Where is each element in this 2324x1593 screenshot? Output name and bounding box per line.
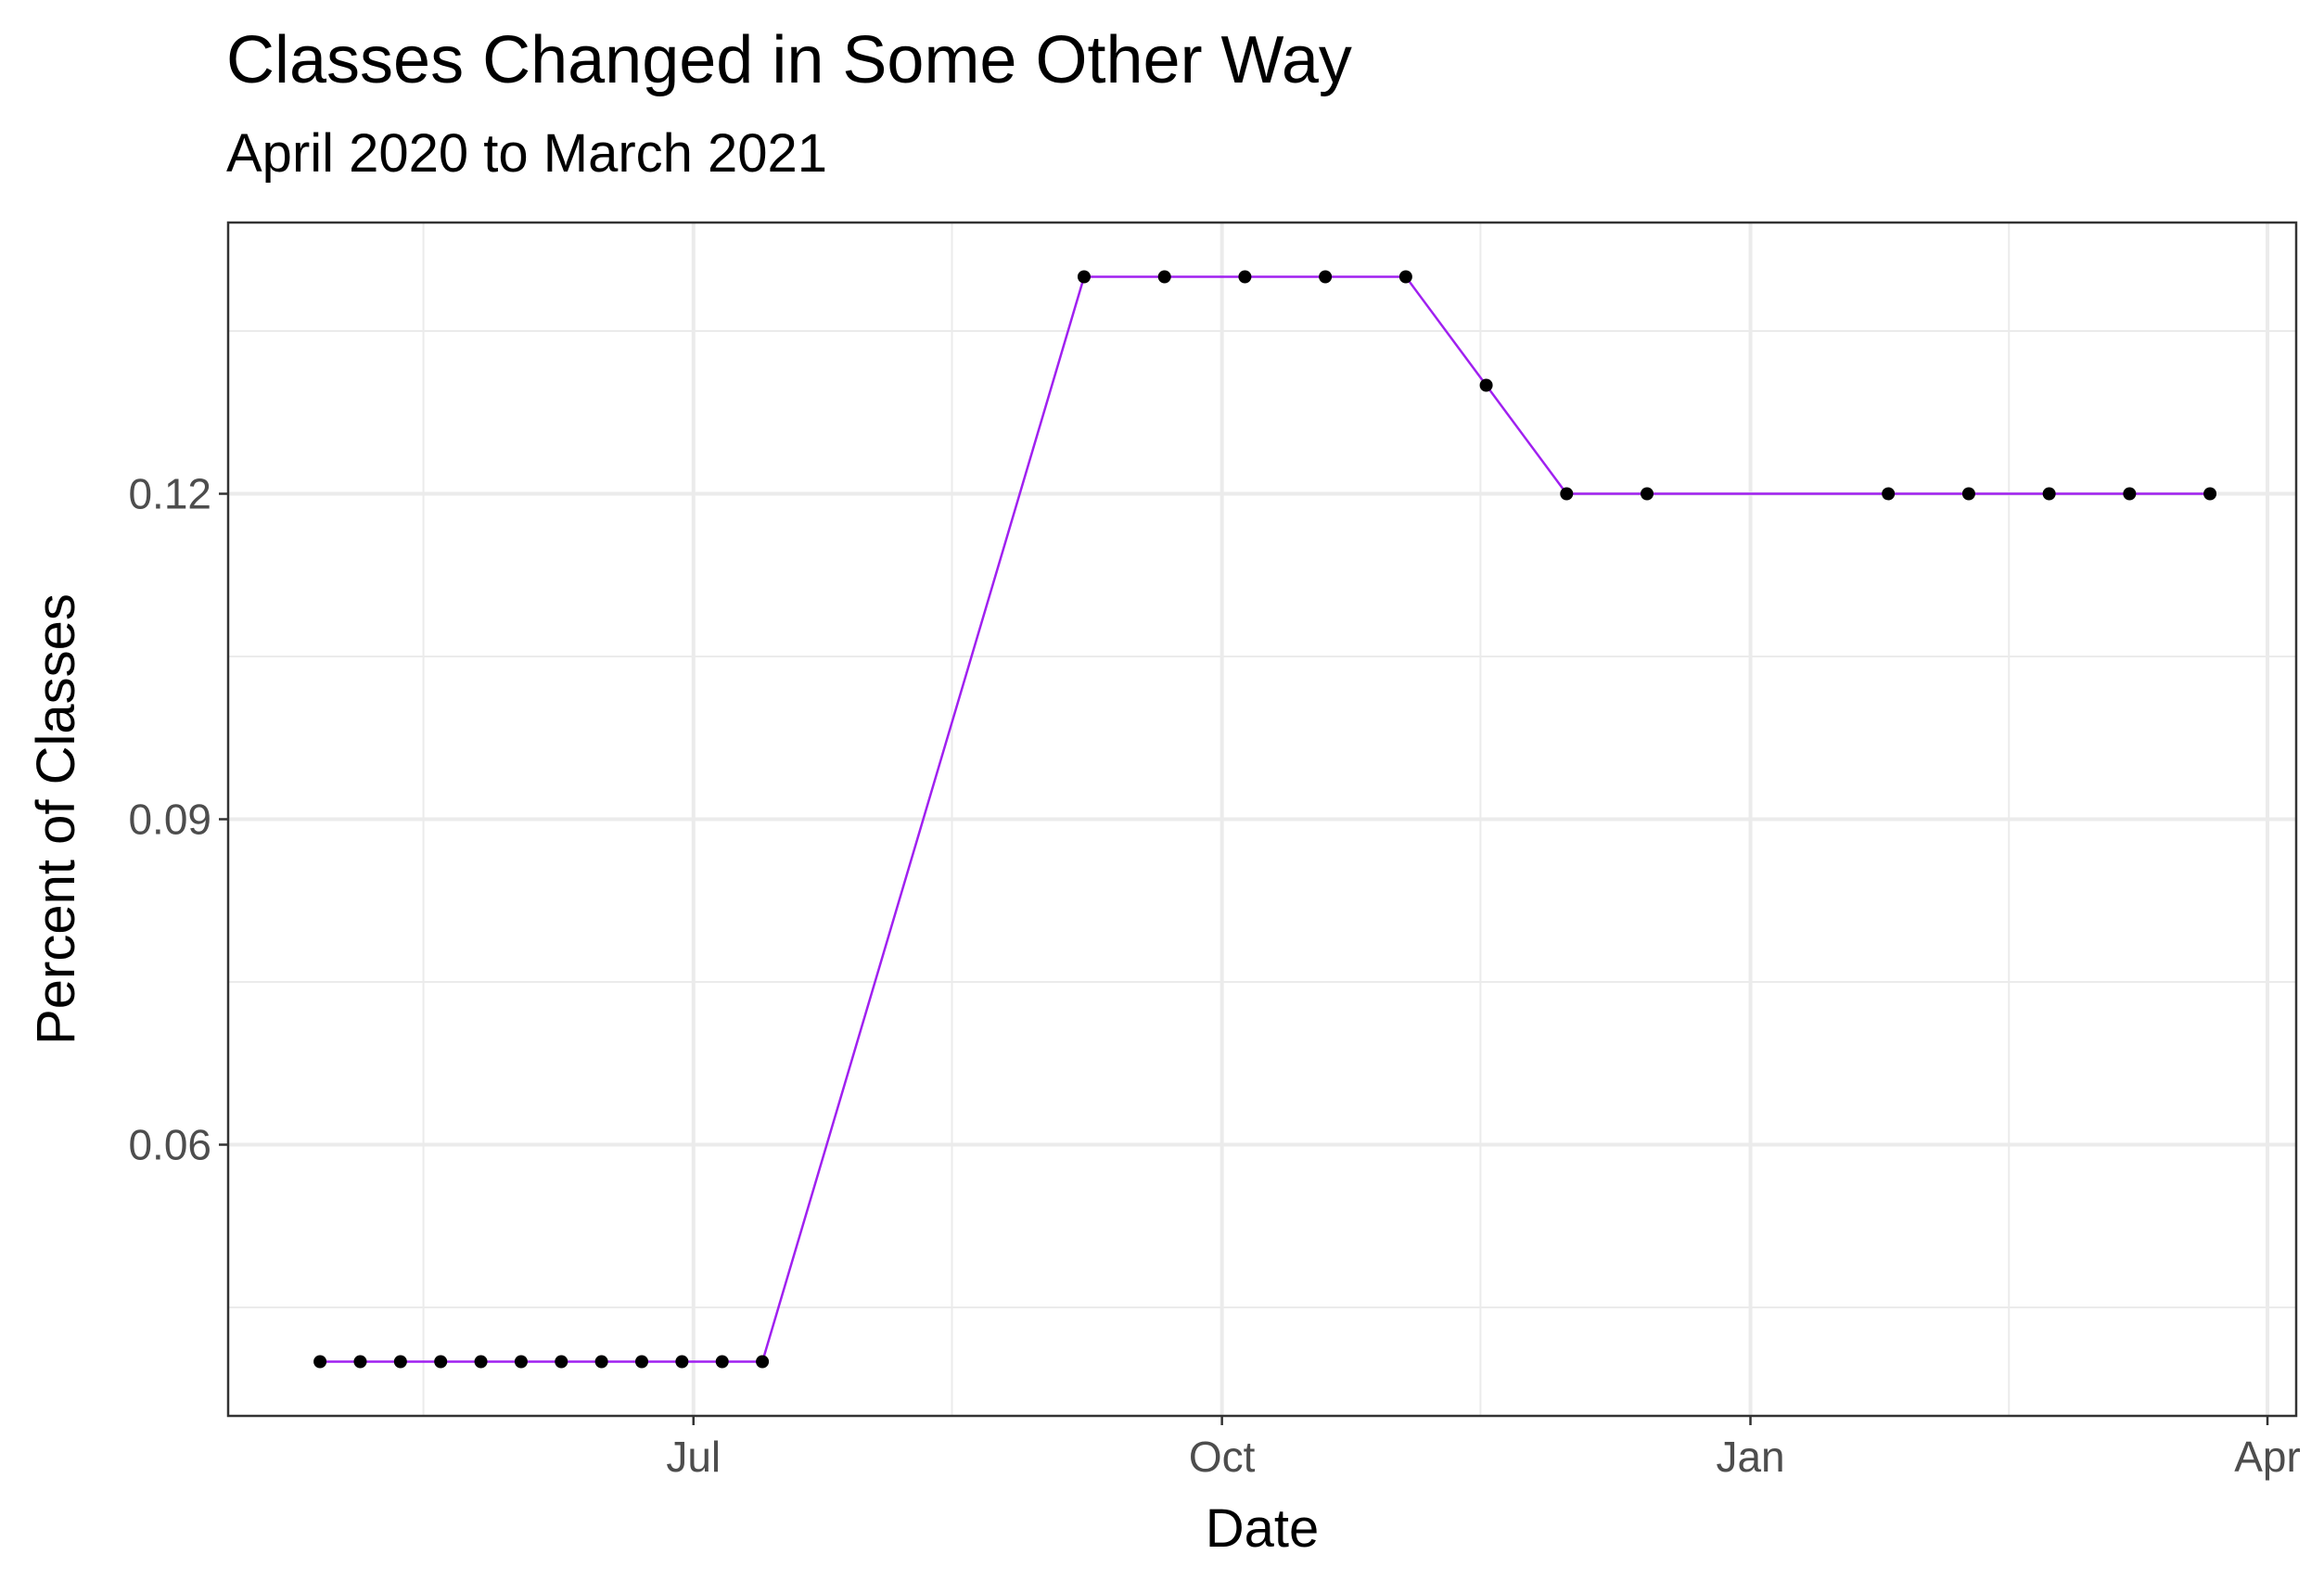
data-point bbox=[2203, 487, 2217, 501]
y-tick-label: 0.06 bbox=[128, 1121, 211, 1169]
data-point bbox=[594, 1355, 608, 1369]
data-point bbox=[1882, 487, 1896, 501]
data-point bbox=[555, 1355, 568, 1369]
data-series bbox=[313, 270, 2217, 1369]
data-point bbox=[1238, 270, 1252, 284]
data-point bbox=[514, 1355, 528, 1369]
data-point bbox=[1479, 378, 1493, 392]
data-point bbox=[393, 1355, 407, 1369]
data-point bbox=[434, 1355, 448, 1369]
y-tick-label: 0.12 bbox=[128, 470, 211, 518]
data-point bbox=[715, 1355, 729, 1369]
data-point bbox=[2042, 487, 2056, 501]
data-point bbox=[1157, 270, 1171, 284]
y-tick-label: 0.09 bbox=[128, 796, 211, 844]
data-point bbox=[635, 1355, 648, 1369]
chart-title: Classes Changed in Some Other Way bbox=[226, 23, 1352, 97]
x-tick-label: Jul bbox=[666, 1433, 721, 1481]
data-point bbox=[353, 1355, 367, 1369]
axes: 0.06 0.09 0.12 Jul Oct Jan Apr bbox=[128, 470, 2300, 1482]
data-point bbox=[313, 1355, 327, 1369]
x-tick-label: Apr bbox=[2234, 1433, 2301, 1481]
data-point bbox=[1398, 270, 1412, 284]
data-point bbox=[1319, 270, 1333, 284]
data-point bbox=[756, 1355, 770, 1369]
data-point bbox=[1560, 487, 1574, 501]
major-grid bbox=[228, 223, 2296, 1416]
data-point bbox=[2123, 487, 2137, 501]
data-point bbox=[1077, 270, 1091, 284]
x-axis-title: Date bbox=[1206, 1498, 1320, 1559]
data-point bbox=[1641, 487, 1654, 501]
x-tick-label: Jan bbox=[1716, 1433, 1784, 1481]
x-tick-label: Oct bbox=[1189, 1433, 1256, 1481]
data-point bbox=[675, 1355, 689, 1369]
data-point bbox=[474, 1355, 488, 1369]
data-point bbox=[1961, 487, 1975, 501]
y-axis-title: Percent of Classes bbox=[26, 593, 86, 1045]
chart-subtitle: April 2020 to March 2021 bbox=[226, 123, 828, 184]
